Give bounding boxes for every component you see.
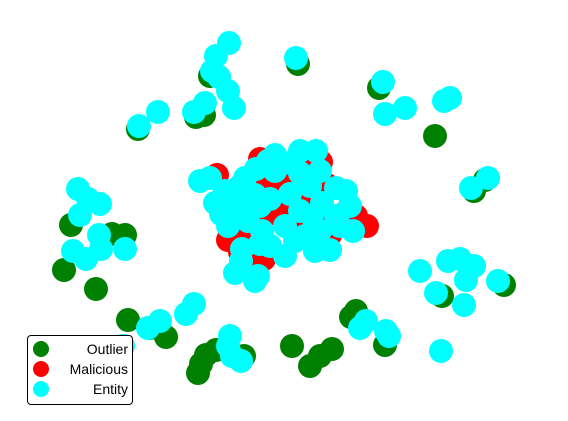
entity-point bbox=[452, 293, 476, 317]
entity-point bbox=[216, 214, 240, 238]
outlier-point bbox=[84, 277, 108, 301]
entity-point bbox=[393, 96, 417, 120]
entity-point bbox=[203, 191, 227, 215]
entity-point bbox=[88, 192, 112, 216]
entity-point bbox=[308, 219, 332, 243]
legend-item-outlier: Outlier bbox=[28, 340, 132, 358]
entity-point bbox=[429, 339, 453, 363]
entity-point bbox=[146, 100, 170, 124]
points-layer bbox=[52, 31, 516, 385]
entity-point bbox=[193, 91, 217, 115]
entity-point bbox=[324, 204, 348, 228]
entity-point bbox=[256, 149, 280, 173]
entity-point bbox=[230, 237, 254, 261]
legend-label-outlier: Outlier bbox=[86, 341, 128, 357]
entity-point bbox=[304, 139, 328, 163]
entity-point bbox=[438, 86, 462, 110]
legend-label-entity: Entity bbox=[92, 381, 128, 397]
entity-point bbox=[246, 264, 270, 288]
entity-point bbox=[298, 174, 322, 198]
outlier-point bbox=[52, 258, 76, 282]
entity-point bbox=[436, 249, 460, 273]
outlier-point bbox=[280, 334, 304, 358]
entity-point bbox=[248, 194, 272, 218]
outlier-point bbox=[116, 308, 140, 332]
entity-point bbox=[348, 316, 372, 340]
entity-point bbox=[127, 114, 151, 138]
legend: Outlier Malicious Entity bbox=[27, 335, 133, 405]
outlier-point bbox=[320, 337, 344, 361]
entity-point bbox=[377, 324, 401, 348]
entity-point bbox=[87, 223, 111, 247]
entity-point bbox=[373, 102, 397, 126]
entity-point bbox=[148, 309, 172, 333]
entity-point bbox=[220, 344, 244, 368]
entity-point bbox=[182, 292, 206, 316]
entity-point bbox=[66, 177, 90, 201]
entity-point bbox=[341, 219, 365, 243]
entity-point bbox=[424, 281, 448, 305]
entity-point bbox=[273, 214, 297, 238]
legend-marker-entity bbox=[33, 381, 49, 397]
legend-marker-malicious bbox=[33, 361, 49, 377]
outlier-point bbox=[423, 124, 447, 148]
entity-point bbox=[217, 31, 241, 55]
entity-point bbox=[284, 46, 308, 70]
legend-marker-outlier bbox=[33, 341, 49, 357]
entity-point bbox=[486, 269, 510, 293]
legend-item-entity: Entity bbox=[28, 380, 132, 398]
entity-point bbox=[371, 70, 395, 94]
entity-point bbox=[476, 166, 500, 190]
legend-item-malicious: Malicious bbox=[28, 360, 132, 378]
entity-point bbox=[188, 169, 212, 193]
entity-point bbox=[408, 259, 432, 283]
entity-point bbox=[113, 237, 137, 261]
legend-label-malicious: Malicious bbox=[69, 361, 128, 377]
